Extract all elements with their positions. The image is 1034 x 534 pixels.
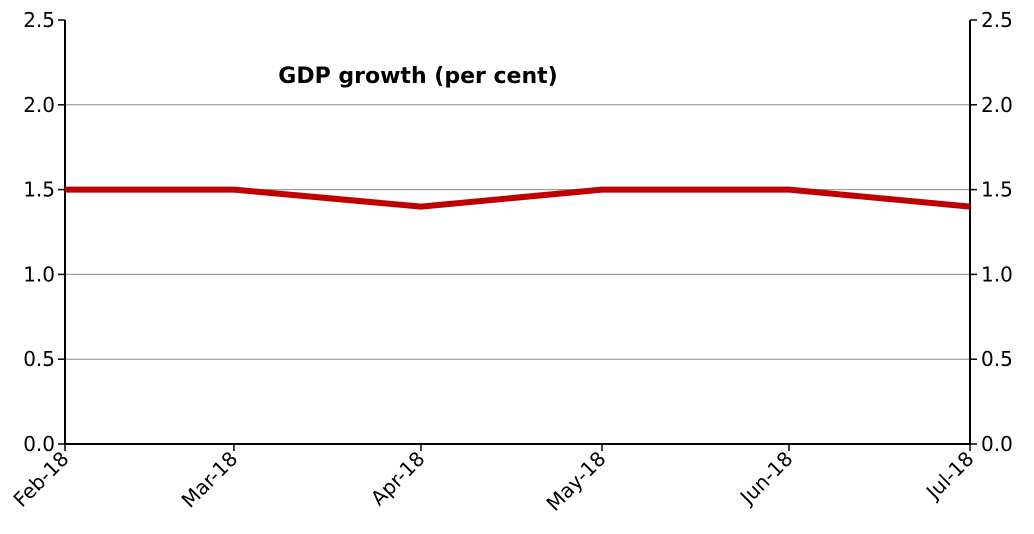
x-tick-label: Jun-18	[734, 447, 798, 511]
y-tick-label-left: 2.0	[23, 93, 55, 117]
y-tick-label-left: 0.5	[23, 347, 55, 371]
chart-title: GDP growth (per cent)	[278, 64, 557, 89]
series	[64, 186, 971, 210]
y-tick-label-right: 2.0	[981, 93, 1013, 117]
y-tick-label-left: 1.0	[23, 262, 55, 286]
x-tick-label: Apr-18	[366, 447, 430, 511]
x-tick-label: Jul-18	[920, 447, 979, 506]
gridlines	[65, 104, 970, 360]
y-tick-label-right: 0.5	[981, 347, 1013, 371]
x-tick-label: May-18	[541, 447, 610, 516]
series-line-gdp-growth	[65, 186, 971, 210]
y-tick-label-left: 1.5	[23, 178, 55, 202]
y-tick-label-right: 2.5	[981, 8, 1013, 32]
x-tick-label: Mar-18	[177, 447, 243, 513]
y-tick-label-left: 0.0	[23, 432, 55, 456]
x-tick-label: Feb-18	[8, 447, 73, 512]
axes	[58, 19, 977, 451]
y-tick-label-right: 1.0	[981, 262, 1013, 286]
y-tick-label-left: 2.5	[23, 8, 55, 32]
y-tick-label-right: 0.0	[981, 432, 1013, 456]
y-tick-label-right: 1.5	[981, 178, 1013, 202]
